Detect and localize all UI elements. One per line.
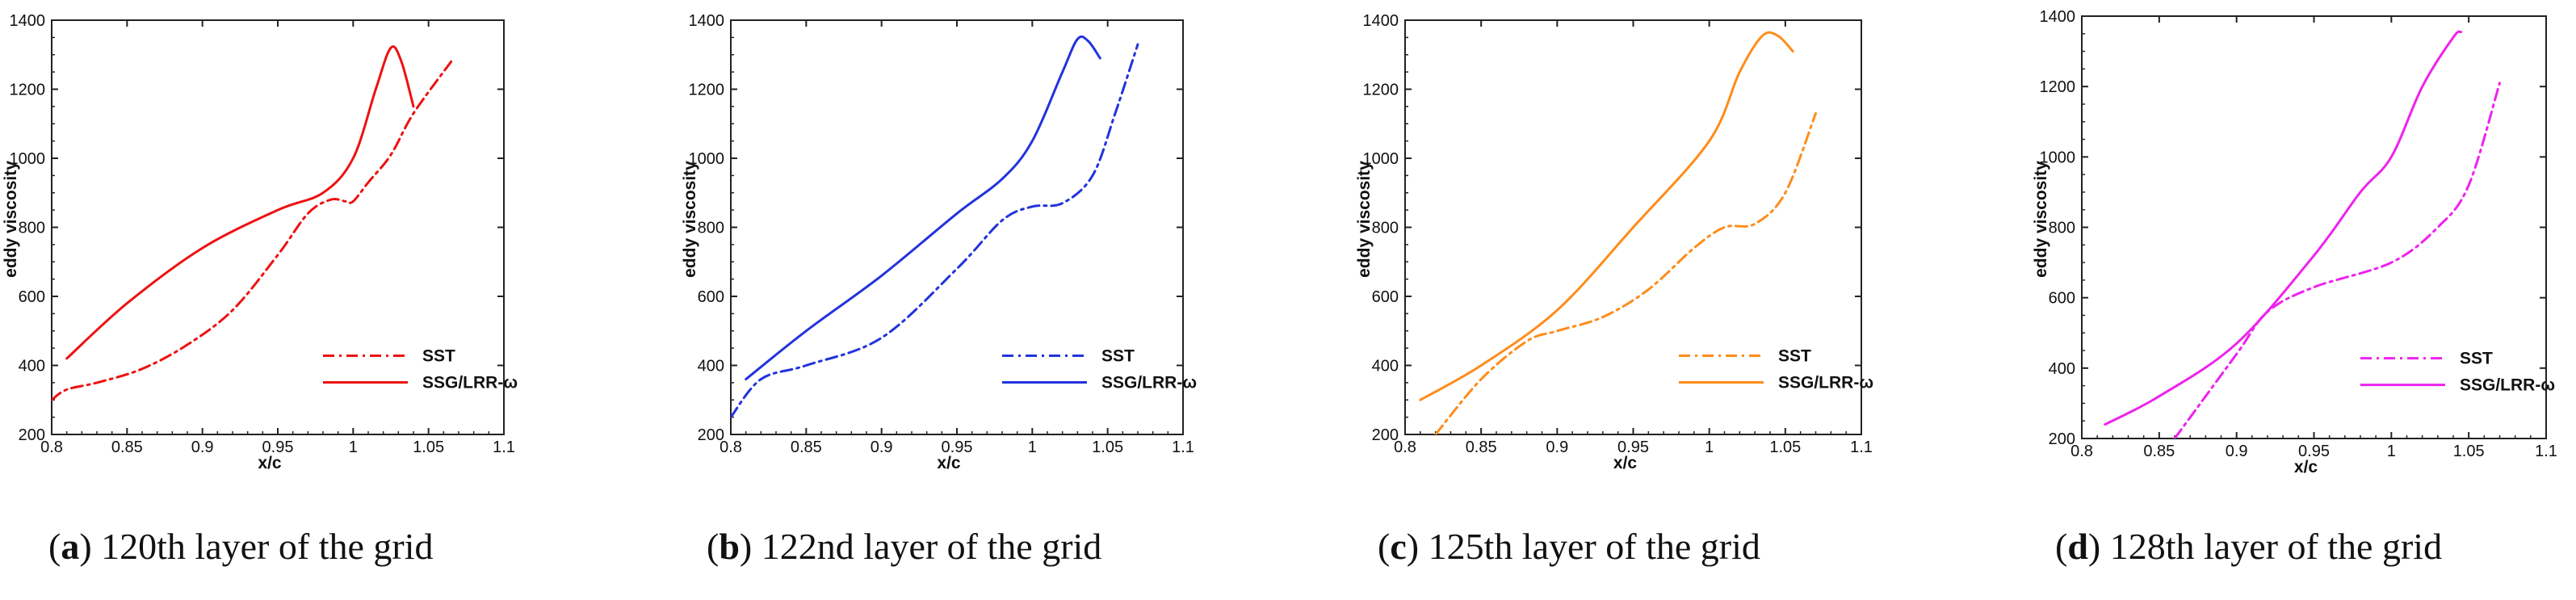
x-tick-label-b: 0.8 [720, 438, 742, 456]
x-tick-label-c: 0.85 [1466, 438, 1497, 456]
x-tick-label-d: 0.8 [2070, 443, 2093, 460]
y-tick-label-a: 800 [19, 220, 45, 237]
chart-panel-b: 0.8 0.85 0.9 0.95 1 1.05 1.1 200 400 600 800 1000 12… [681, 12, 1197, 472]
y-tick-label-d: 1200 [2040, 78, 2076, 96]
y-tick-label-d: 1000 [2040, 149, 2076, 166]
legend-label-ssg-lrr-b: SSG/LRR-ω [1101, 374, 1197, 392]
caption-c-text: 125th layer of the grid [1428, 526, 1760, 567]
series-line-sst-b [731, 43, 1139, 419]
chart-panel-c: 0.8 0.85 0.9 0.95 1 1.05 1.1 200 400 600 800 1000 12… [1355, 12, 1873, 472]
y-tick-label-c: 1400 [1363, 12, 1399, 30]
caption-b-letter: b [719, 526, 740, 567]
plot-frame-d [2081, 15, 2547, 439]
y-tick-label-a: 1000 [10, 150, 46, 168]
chart-panel-d: 0.8 0.85 0.9 0.95 1 1.05 1.1 200 400 600 800 1000 12… [2032, 8, 2557, 476]
y-tick-label-d: 1400 [2040, 8, 2076, 26]
x-tick-label-b: 0.85 [791, 438, 822, 456]
series-line-ssg-lrr-c [1419, 31, 1794, 401]
y-tick-label-b: 400 [698, 358, 724, 376]
y-tick-label-a: 1400 [10, 12, 46, 30]
y-tick-label-d: 200 [2049, 430, 2075, 448]
caption-a-text: 120th layer of the grid [101, 526, 434, 567]
y-tick-label-b: 200 [698, 426, 724, 444]
x-tick-label-d: 1.05 [2453, 443, 2485, 460]
x-tick-label-d: 1 [2387, 443, 2396, 460]
y-axis-label-c: eddy viscosity [1355, 161, 1374, 278]
x-tick-label-a: 1.1 [493, 438, 515, 456]
x-tick-label-a: 0.8 [40, 438, 63, 456]
caption-d: (d) 128th layer of the grid [2055, 526, 2443, 567]
y-tick-label-a: 600 [19, 288, 45, 306]
caption-d-text: 128th layer of the grid [2109, 526, 2443, 567]
caption-c-letter: c [1390, 526, 1407, 567]
caption-c: (c) 125th layer of the grid [1378, 526, 1760, 567]
legend-label-ssg-lrr-d: SSG/LRR-ω [2460, 376, 2555, 395]
x-tick-label-b: 1.1 [1172, 438, 1194, 456]
x-tick-label-a: 0.9 [191, 438, 214, 456]
y-tick-label-b: 1400 [689, 12, 725, 30]
caption-d-letter: d [2067, 526, 2088, 567]
legend-label-ssg-lrr-a: SSG/LRR-ω [422, 374, 518, 392]
x-tick-label-c: 0.95 [1617, 438, 1649, 456]
legend-label-ssg-lrr-c: SSG/LRR-ω [1778, 374, 1873, 392]
x-tick-label-a: 1 [349, 438, 358, 456]
x-tick-label-c: 0.9 [1546, 438, 1568, 456]
x-axis-label-a: x/c [258, 454, 282, 472]
legend-label-sst-a: SST [422, 347, 455, 366]
y-tick-label-c: 400 [1372, 358, 1399, 376]
series-line-ssg-lrr-b [745, 35, 1101, 381]
y-tick-label-b: 1200 [689, 82, 725, 99]
x-tick-label-d: 0.85 [2143, 443, 2175, 460]
x-tick-label-a: 1.05 [413, 438, 444, 456]
y-tick-label-a: 1200 [10, 82, 46, 99]
x-tick-label-b: 0.95 [942, 438, 973, 456]
y-tick-label-d: 400 [2049, 360, 2075, 378]
series-line-sst-d [2173, 82, 2501, 438]
y-axis-label-a: eddy viscosity [2, 161, 20, 278]
y-tick-label-d: 800 [2049, 220, 2075, 237]
caption-a: (a) 120th layer of the grid [48, 526, 434, 567]
x-tick-label-c: 0.8 [1394, 438, 1416, 456]
x-tick-label-b: 1.05 [1092, 438, 1123, 456]
legend-label-sst-c: SST [1778, 347, 1811, 366]
y-tick-label-c: 1000 [1363, 150, 1399, 168]
x-tick-label-a: 0.95 [262, 438, 294, 456]
legend-label-sst-b: SST [1101, 347, 1135, 366]
x-tick-label-a: 0.85 [111, 438, 143, 456]
y-tick-label-c: 1200 [1363, 82, 1399, 99]
x-tick-label-c: 1.05 [1769, 438, 1801, 456]
series-line-sst-c [1434, 111, 1817, 434]
x-tick-label-d: 0.9 [2226, 443, 2248, 460]
x-axis-label-d: x/c [2294, 458, 2318, 476]
legend-label-sst-d: SST [2460, 350, 2493, 368]
plot-frame-b [730, 19, 1184, 435]
x-tick-label-b: 1 [1028, 438, 1037, 456]
y-axis-label-d: eddy viscosity [2032, 161, 2050, 278]
chart-panel-a: 0.8 0.85 0.9 0.95 1 1.05 1.1 200 400 600 800 1000 12… [2, 12, 518, 472]
y-tick-label-c: 800 [1372, 220, 1399, 237]
y-tick-label-a: 200 [19, 426, 45, 444]
y-tick-label-b: 1000 [689, 150, 725, 168]
y-tick-label-b: 600 [698, 288, 724, 306]
x-tick-label-d: 0.95 [2298, 443, 2330, 460]
y-tick-label-b: 800 [698, 220, 724, 237]
y-tick-label-c: 200 [1372, 426, 1399, 444]
series-line-ssg-lrr-a [65, 45, 415, 360]
caption-a-letter: a [61, 526, 80, 567]
x-tick-label-c: 1.1 [1850, 438, 1873, 456]
x-axis-label-c: x/c [1613, 454, 1638, 472]
y-axis-label-b: eddy viscosity [681, 161, 699, 278]
x-tick-label-c: 1 [1705, 438, 1714, 456]
x-tick-label-b: 0.9 [871, 438, 893, 456]
caption-b: (b) 122nd layer of the grid [707, 526, 1102, 567]
series-line-ssg-lrr-d [2104, 30, 2463, 426]
y-tick-label-c: 600 [1372, 288, 1399, 306]
x-tick-label-d: 1.1 [2535, 443, 2557, 460]
y-tick-label-d: 600 [2049, 290, 2075, 308]
series-line-sst-a [52, 60, 453, 401]
y-tick-label-a: 400 [19, 358, 45, 376]
x-axis-label-b: x/c [937, 454, 961, 472]
caption-b-text: 122nd layer of the grid [761, 526, 1102, 567]
